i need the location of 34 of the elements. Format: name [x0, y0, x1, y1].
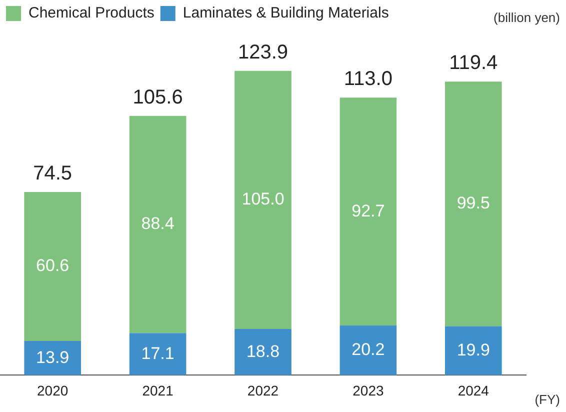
- bar: [340, 326, 397, 376]
- bar: [340, 98, 397, 326]
- bar: [444, 326, 502, 376]
- data-label: 105.0: [242, 190, 284, 209]
- total-label: 119.4: [449, 52, 498, 74]
- bar: [234, 328, 292, 376]
- data-label: 60.6: [36, 256, 70, 276]
- text: (billion yen): [494, 10, 560, 25]
- x-tick-label: 2021: [142, 382, 174, 398]
- bar: [444, 82, 502, 326]
- bar: [129, 116, 186, 334]
- total-label: 74.5: [33, 162, 72, 185]
- data-label: 99.5: [456, 194, 490, 213]
- x-tick-label: 2023: [352, 382, 384, 398]
- bar: [129, 333, 186, 376]
- data-label: 18.8: [246, 342, 280, 361]
- data-label: 19.9: [456, 340, 490, 360]
- legend-label: Chemical Products: [28, 4, 154, 22]
- bar: [234, 70, 292, 329]
- total-label: 123.9: [238, 41, 288, 64]
- data-label: 17.1: [141, 344, 174, 363]
- x-tick-label: 2022: [247, 382, 279, 398]
- text: (FY): [534, 392, 560, 407]
- data-label: 88.4: [141, 214, 174, 234]
- bar: [24, 341, 82, 376]
- legend-label: Laminates & Building Materials: [182, 4, 389, 22]
- total-label: 105.6: [132, 86, 183, 108]
- data-label: 92.7: [352, 201, 385, 220]
- bar: [24, 192, 82, 342]
- x-tick-label: 2020: [37, 382, 68, 398]
- x-tick-label: 2024: [458, 382, 490, 398]
- data-label: 13.9: [36, 348, 70, 367]
- data-label: 20.2: [352, 340, 385, 360]
- total-label: 113.0: [344, 68, 392, 90]
